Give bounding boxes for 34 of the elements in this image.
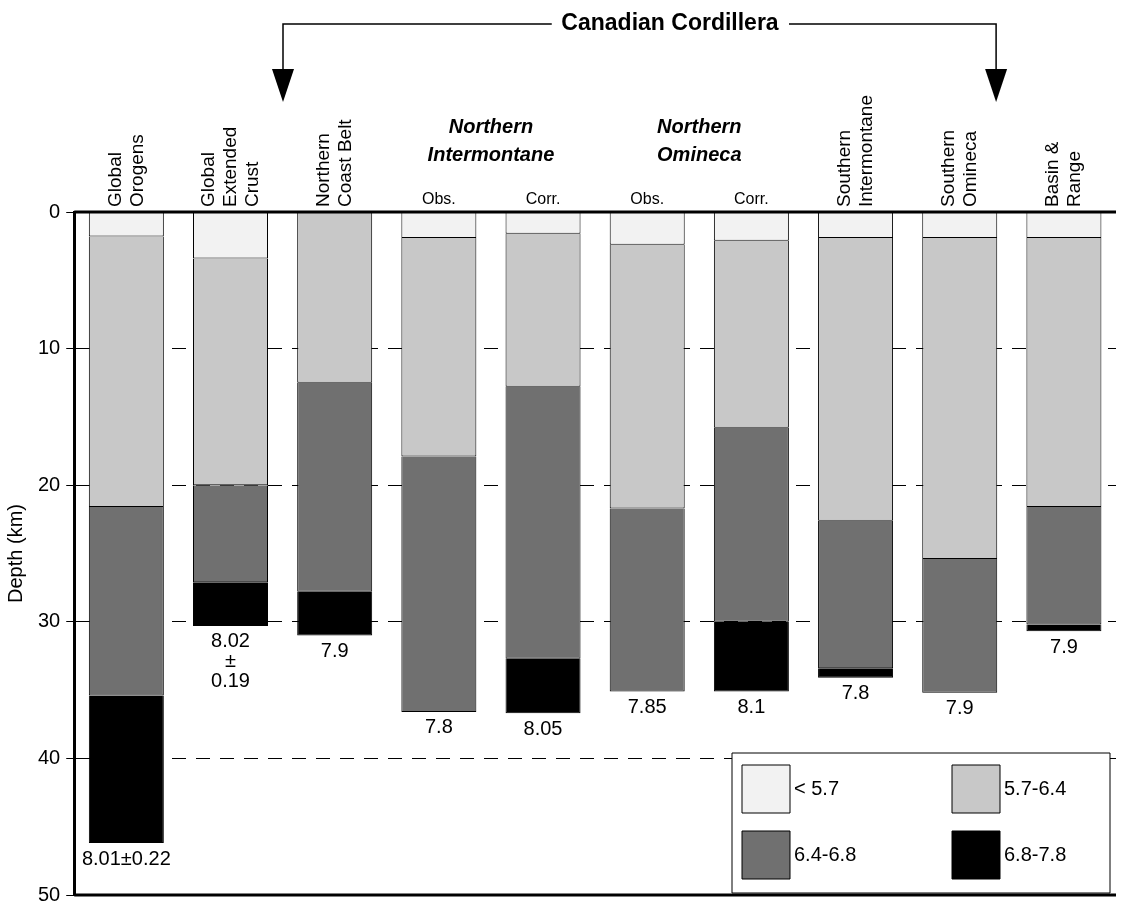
x-tick-label: Corr. — [734, 190, 769, 208]
legend-label: 6.4-6.8 — [794, 842, 857, 865]
legend-label: 6.8-7.8 — [1004, 842, 1067, 865]
annotation: 7.9 — [1050, 634, 1078, 657]
y-tick-label: 0 — [49, 199, 61, 222]
annotation: 7.8 — [841, 681, 870, 704]
text: Northern Omineca — [657, 114, 742, 165]
annotation: 8.02 ± 0.19 — [211, 629, 250, 692]
annotation: 8.05 — [523, 716, 563, 739]
y-tick-label: 30 — [38, 609, 61, 632]
legend-label: < 5.7 — [794, 776, 840, 799]
y-tick-label: 10 — [38, 336, 61, 359]
x-tick-label: Global Extended Crust — [196, 126, 262, 207]
x-tick-label: Southern Intermontane — [832, 95, 876, 207]
annotation: 7.9 — [320, 638, 349, 661]
x-tick-label: Obs. — [630, 190, 665, 208]
annotation: 8.01±0.22 — [81, 846, 171, 869]
x-tick-label: Global Orogens — [103, 134, 147, 207]
annotation: 7.8 — [424, 715, 453, 738]
annotation: 7.9 — [945, 696, 974, 719]
x-tick-label: Corr. — [525, 190, 561, 208]
annotation: 7.85 — [627, 694, 667, 717]
text: Northern Intermontane — [427, 114, 555, 165]
annotation: 8.1 — [737, 694, 766, 717]
y-tick-label: 20 — [38, 472, 61, 495]
x-tick-label: Obs. — [421, 190, 456, 208]
y-tick-label: 50 — [38, 882, 61, 905]
y-tick-label: 40 — [38, 745, 61, 768]
chart-title: Canadian Cordillera — [561, 9, 779, 36]
x-tick-label: Basin & Range — [1041, 141, 1085, 207]
x-tick-label: Southern Omineca — [936, 129, 980, 207]
y-axis-title: Depth (km) — [3, 504, 26, 603]
x-tick-label: Northern Coast Belt — [311, 118, 355, 207]
legend-label: 5.7-6.4 — [1004, 776, 1067, 799]
